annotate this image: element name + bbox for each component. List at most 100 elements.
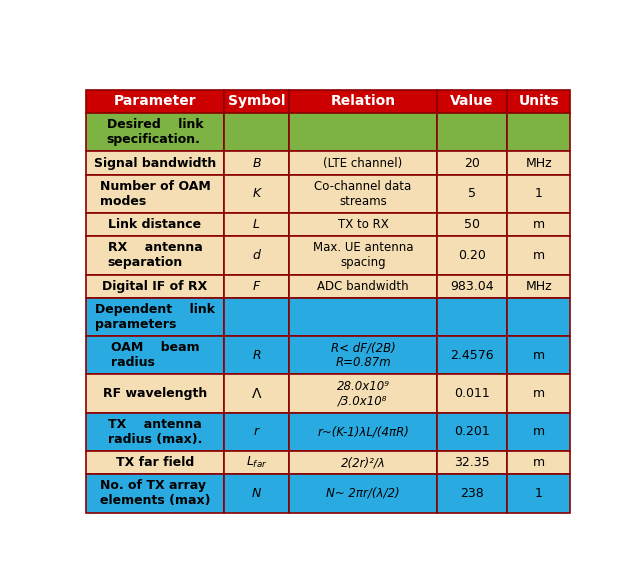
- Bar: [507, 336, 570, 374]
- Bar: [289, 413, 437, 451]
- Bar: [437, 213, 507, 236]
- Text: TX to RX: TX to RX: [338, 218, 388, 231]
- Text: Link distance: Link distance: [108, 218, 202, 231]
- Text: OAM    beam
radius: OAM beam radius: [111, 341, 199, 370]
- Bar: [437, 274, 507, 297]
- Text: R: R: [252, 349, 261, 362]
- Text: TX far field: TX far field: [116, 456, 194, 469]
- Bar: [86, 213, 224, 236]
- Bar: [437, 90, 507, 113]
- Bar: [507, 451, 570, 474]
- Text: 1: 1: [534, 187, 543, 200]
- Bar: [86, 113, 224, 152]
- Bar: [507, 374, 570, 413]
- Text: m: m: [532, 249, 545, 262]
- Bar: [289, 236, 437, 274]
- Bar: [437, 175, 507, 213]
- Bar: [224, 213, 289, 236]
- Text: 0.20: 0.20: [458, 249, 486, 262]
- Text: B: B: [252, 156, 261, 170]
- Text: m: m: [532, 387, 545, 400]
- Text: m: m: [532, 456, 545, 469]
- Text: Parameter: Parameter: [114, 95, 196, 109]
- Text: 1: 1: [534, 487, 543, 500]
- Text: Signal bandwidth: Signal bandwidth: [94, 156, 216, 170]
- Bar: [437, 152, 507, 175]
- Text: 32.35: 32.35: [454, 456, 490, 469]
- Text: Value: Value: [451, 95, 494, 109]
- Bar: [86, 336, 224, 374]
- Text: TX    antenna
radius (max).: TX antenna radius (max).: [108, 418, 202, 446]
- Bar: [437, 297, 507, 336]
- Text: (LTE channel): (LTE channel): [323, 156, 403, 170]
- Bar: [224, 451, 289, 474]
- Bar: [437, 236, 507, 274]
- Bar: [507, 175, 570, 213]
- Bar: [224, 90, 289, 113]
- Text: 50: 50: [464, 218, 480, 231]
- Bar: [437, 374, 507, 413]
- Bar: [224, 297, 289, 336]
- Text: ADC bandwidth: ADC bandwidth: [317, 279, 409, 293]
- Text: 2.4576: 2.4576: [450, 349, 494, 362]
- Text: K: K: [252, 187, 260, 200]
- Text: Relation: Relation: [330, 95, 396, 109]
- Bar: [86, 474, 224, 512]
- Text: $\it{L}_{far}$: $\it{L}_{far}$: [246, 455, 268, 470]
- Bar: [86, 152, 224, 175]
- Text: 0.011: 0.011: [454, 387, 490, 400]
- Bar: [224, 152, 289, 175]
- Text: 20: 20: [464, 156, 480, 170]
- Bar: [507, 213, 570, 236]
- Bar: [224, 274, 289, 297]
- Text: Symbol: Symbol: [228, 95, 285, 109]
- Bar: [507, 90, 570, 113]
- Text: RX    antenna
separation: RX antenna separation: [108, 241, 202, 270]
- Text: Digital IF of RX: Digital IF of RX: [102, 279, 207, 293]
- Bar: [289, 213, 437, 236]
- Bar: [507, 297, 570, 336]
- Text: r: r: [254, 425, 259, 439]
- Text: N~ 2πr/(λ/2): N~ 2πr/(λ/2): [326, 487, 400, 500]
- Bar: [289, 374, 437, 413]
- Bar: [289, 474, 437, 512]
- Text: $\it{\Lambda}$: $\it{\Lambda}$: [251, 386, 262, 400]
- Text: F: F: [253, 279, 260, 293]
- Bar: [437, 336, 507, 374]
- Bar: [507, 152, 570, 175]
- Bar: [224, 374, 289, 413]
- Bar: [437, 413, 507, 451]
- Bar: [437, 451, 507, 474]
- Text: 0.201: 0.201: [454, 425, 490, 439]
- Text: 28.0x10⁹
/3.0x10⁸: 28.0x10⁹ /3.0x10⁸: [337, 379, 390, 407]
- Bar: [289, 336, 437, 374]
- Bar: [289, 297, 437, 336]
- Bar: [224, 336, 289, 374]
- Bar: [507, 413, 570, 451]
- Bar: [224, 175, 289, 213]
- Bar: [289, 274, 437, 297]
- Text: Units: Units: [518, 95, 559, 109]
- Text: MHz: MHz: [525, 279, 552, 293]
- Text: No. of TX array
elements (max): No. of TX array elements (max): [100, 479, 210, 507]
- Bar: [289, 152, 437, 175]
- Text: MHz: MHz: [525, 156, 552, 170]
- Bar: [86, 274, 224, 297]
- Bar: [224, 474, 289, 512]
- Text: Number of OAM
modes: Number of OAM modes: [100, 180, 211, 208]
- Bar: [224, 413, 289, 451]
- Bar: [86, 451, 224, 474]
- Bar: [224, 113, 289, 152]
- Text: Co-channel data
streams: Co-channel data streams: [314, 180, 412, 208]
- Bar: [289, 175, 437, 213]
- Bar: [289, 90, 437, 113]
- Text: m: m: [532, 425, 545, 439]
- Bar: [507, 274, 570, 297]
- Bar: [86, 175, 224, 213]
- Bar: [507, 474, 570, 512]
- Bar: [86, 297, 224, 336]
- Bar: [507, 236, 570, 274]
- Text: m: m: [532, 349, 545, 362]
- Text: N: N: [252, 487, 261, 500]
- Text: 5: 5: [468, 187, 476, 200]
